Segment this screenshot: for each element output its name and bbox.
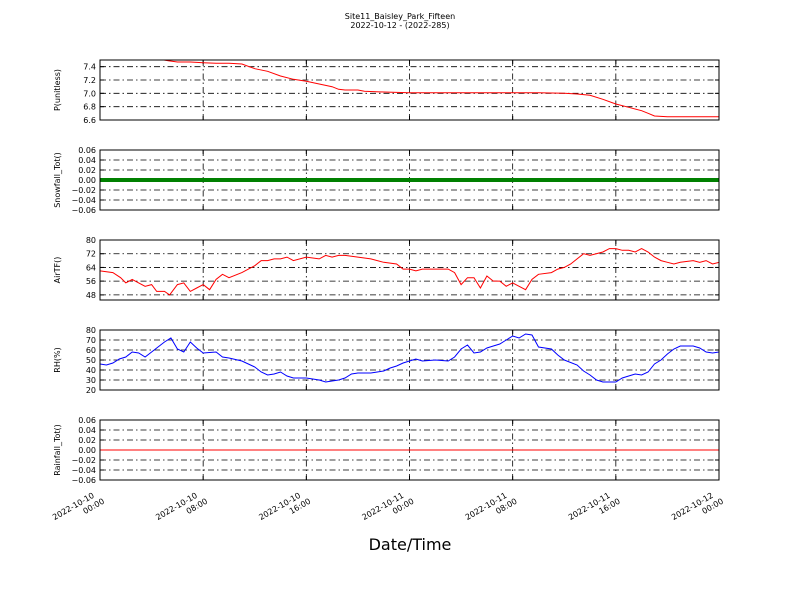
y-tick-label: 70 <box>86 336 96 345</box>
panel-pressure: 7.4 7.2 7.0 6.8 6.6 P(unitless) <box>53 59 720 125</box>
y-tick-label: −0.04 <box>71 196 96 205</box>
y-tick-label: 6.6 <box>83 116 96 125</box>
x-axis-tick-labels: 2022-10-1000:00 2022-10-1008:00 2022-10-10… <box>51 488 725 531</box>
x-tick-label: 2022-10-1116:00 <box>567 488 622 531</box>
y-tick-label: 6.8 <box>83 103 96 112</box>
y-tick-label: 0.02 <box>78 436 96 445</box>
x-tick-label: 2022-10-1016:00 <box>257 488 312 531</box>
y-tick-label: 7.2 <box>83 76 96 85</box>
x-tick-label: 2022-10-1100:00 <box>361 488 416 531</box>
panel-frame <box>99 59 720 121</box>
y-tick-label: 0.04 <box>78 426 96 435</box>
y-tick-label: 0.06 <box>78 146 96 155</box>
panel-air-temperature: 80 72 64 56 48 AirTF() <box>53 236 720 301</box>
y-tick-label: 0.00 <box>78 176 96 185</box>
series-line-air-temperature <box>100 248 719 296</box>
y-tick-label: 48 <box>86 291 96 300</box>
y-axis-label: RH(%) <box>53 347 62 372</box>
y-tick-label: 30 <box>86 376 96 385</box>
y-tick-label: −0.02 <box>71 456 96 465</box>
series-line-relative-humidity <box>100 333 719 383</box>
y-tick-label: 0.00 <box>78 446 96 455</box>
series-line-pressure <box>160 60 719 118</box>
x-tick-label: 2022-10-1108:00 <box>464 488 519 531</box>
panel-frame <box>99 239 720 301</box>
y-tick-label: 7.0 <box>83 89 96 98</box>
y-axis-label: AirTF() <box>53 257 62 284</box>
y-tick-label: 80 <box>86 236 96 245</box>
x-tick-label: 2022-10-1008:00 <box>154 488 209 531</box>
y-tick-label: 80 <box>86 326 96 335</box>
chart-panels: 7.47.27.06.86.6P(unitless)0.060.040.020.… <box>53 59 720 485</box>
y-tick-label: −0.02 <box>71 186 96 195</box>
y-tick-label: 60 <box>86 346 96 355</box>
y-axis-label: Snowfall_Tot() <box>53 152 62 208</box>
panel-frame <box>99 419 720 481</box>
panel-frame <box>99 329 720 391</box>
y-tick-label: −0.04 <box>71 466 96 475</box>
x-axis-label: Date/Time <box>369 535 452 554</box>
y-tick-label: 0.06 <box>78 416 96 425</box>
y-tick-label: 20 <box>86 386 96 395</box>
panel-frame <box>99 149 720 211</box>
figure-title-line2: 2022-10-12 - (2022-285) <box>350 21 449 30</box>
y-tick-label: 72 <box>86 250 96 259</box>
y-tick-label: 56 <box>86 277 96 286</box>
y-tick-label: 7.4 <box>83 63 96 72</box>
y-tick-label: −0.06 <box>71 476 96 485</box>
y-tick-label: 0.02 <box>78 166 96 175</box>
figure-title-line1: Site11_Baisley_Park_Fifteen <box>345 12 455 21</box>
panel-rainfall: 0.060.040.020.00−0.02−0.04−0.06 Rainfall_… <box>53 416 720 485</box>
y-tick-label: 0.04 <box>78 156 96 165</box>
y-axis-label: Rainfall_Tot() <box>53 424 62 476</box>
y-tick-label: 40 <box>86 366 96 375</box>
panel-snowfall: 0.060.040.020.00−0.02−0.04−0.06 Snowfall_… <box>53 146 720 215</box>
y-tick-label: 50 <box>86 356 96 365</box>
y-tick-label: 64 <box>86 263 96 272</box>
x-tick-label: 2022-10-1000:00 <box>51 488 106 531</box>
y-axis-label: P(unitless) <box>53 69 62 111</box>
y-tick-label: −0.06 <box>71 206 96 215</box>
x-tick-label: 2022-10-1200:00 <box>670 488 725 531</box>
